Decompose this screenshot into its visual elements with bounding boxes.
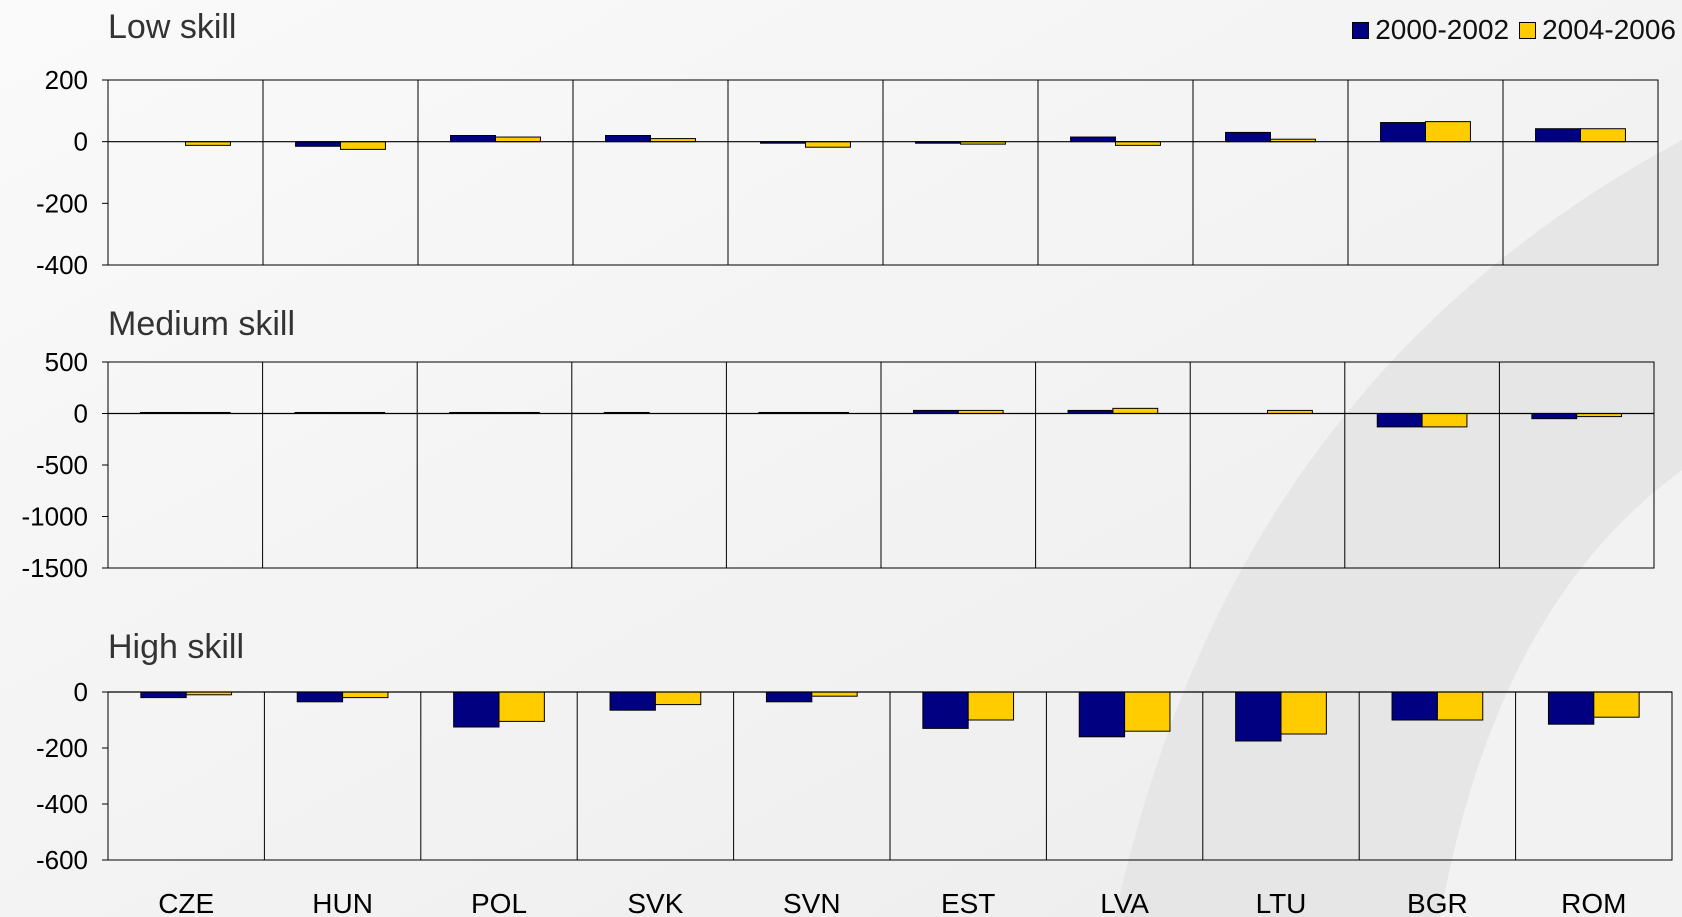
bar-medium-skill-series1 <box>1376 413 1423 428</box>
bar-low-skill-series1 <box>1070 136 1117 143</box>
x-category-label: CZE <box>158 888 214 917</box>
y-tick-label-high-skill: 0 <box>74 677 88 707</box>
bar-low-skill-series1 <box>295 141 341 147</box>
bar-high-skill-series2 <box>1593 691 1640 718</box>
bar-low-skill-series2 <box>1580 128 1626 143</box>
y-tick-label-medium-skill: 500 <box>45 347 88 377</box>
x-category-label: EST <box>941 888 995 917</box>
bar-high-skill-series2 <box>1124 691 1171 732</box>
y-tick-label-low-skill: 0 <box>74 127 88 157</box>
legend-swatch-series1 <box>1352 21 1370 39</box>
bar-low-skill-series2 <box>495 136 541 143</box>
bar-high-skill-series2 <box>1280 691 1327 735</box>
bar-low-skill-series1 <box>605 135 651 143</box>
bar-low-skill-series2 <box>1425 121 1471 143</box>
legend-label-series1: 2000-2002 <box>1375 14 1510 45</box>
x-category-label: LVA <box>1100 888 1149 917</box>
x-category-label: ROM <box>1561 888 1626 917</box>
bar-high-skill-series1 <box>922 691 969 729</box>
x-category-label: BGR <box>1407 888 1468 917</box>
bar-high-skill-series1 <box>609 691 656 711</box>
bar-low-skill-series1 <box>450 135 496 143</box>
bar-medium-skill-series1 <box>1531 413 1578 420</box>
bar-low-skill-series2 <box>805 141 851 148</box>
legend-swatch-series2 <box>1519 21 1537 39</box>
y-tick-label-high-skill: -200 <box>36 733 88 763</box>
bar-high-skill-series2 <box>342 691 389 699</box>
legend: 2000-2002 2004-2006 <box>1352 14 1676 46</box>
y-tick-label-medium-skill: -500 <box>36 450 88 480</box>
y-tick-label-low-skill: -200 <box>36 188 88 218</box>
legend-label-series2: 2004-2006 <box>1542 14 1676 45</box>
y-tick-label-high-skill: -400 <box>36 789 88 819</box>
y-tick-label-high-skill: -600 <box>36 845 88 875</box>
bar-high-skill-series1 <box>296 691 344 703</box>
bar-high-skill-series2 <box>1436 691 1484 721</box>
x-category-label: SVN <box>783 888 841 917</box>
y-tick-label-low-skill: -400 <box>36 250 88 280</box>
y-tick-label-medium-skill: 0 <box>74 399 88 429</box>
y-tick-label-medium-skill: -1000 <box>22 502 89 532</box>
y-tick-label-low-skill: 200 <box>45 65 88 95</box>
bar-high-skill-series1 <box>140 691 187 699</box>
panel-title-medium-skill: Medium skill <box>108 305 296 343</box>
bar-high-skill-series1 <box>1235 691 1282 742</box>
x-category-label: HUN <box>312 888 373 917</box>
x-category-label: LTU <box>1256 888 1307 917</box>
bar-high-skill-series1 <box>765 691 813 703</box>
bar-low-skill-series1 <box>1380 122 1427 143</box>
legend-item-series2: 2004-2006 <box>1519 14 1676 46</box>
bar-high-skill-series2 <box>498 691 545 722</box>
bar-high-skill-series1 <box>1547 691 1595 725</box>
bar-high-skill-series2 <box>654 691 702 706</box>
bar-medium-skill-series2 <box>1112 407 1159 415</box>
bar-low-skill-series1 <box>1225 131 1272 143</box>
x-category-label: SVK <box>627 888 683 917</box>
legend-item-series1: 2000-2002 <box>1352 14 1509 46</box>
panel-title-high-skill: High skill <box>108 628 245 666</box>
panel-title-low-skill: Low skill <box>108 8 237 46</box>
bar-high-skill-series2 <box>811 691 858 697</box>
y-tick-label-medium-skill: -1500 <box>22 553 89 583</box>
x-category-label: POL <box>471 888 527 917</box>
bar-low-skill-series2 <box>340 141 386 150</box>
bar-high-skill-series1 <box>1391 691 1438 721</box>
bar-medium-skill-series2 <box>1421 413 1468 428</box>
bar-high-skill-series1 <box>453 691 500 728</box>
bar-low-skill-series1 <box>1535 128 1582 143</box>
bar-high-skill-series1 <box>1078 691 1126 738</box>
bar-high-skill-series2 <box>967 691 1015 721</box>
